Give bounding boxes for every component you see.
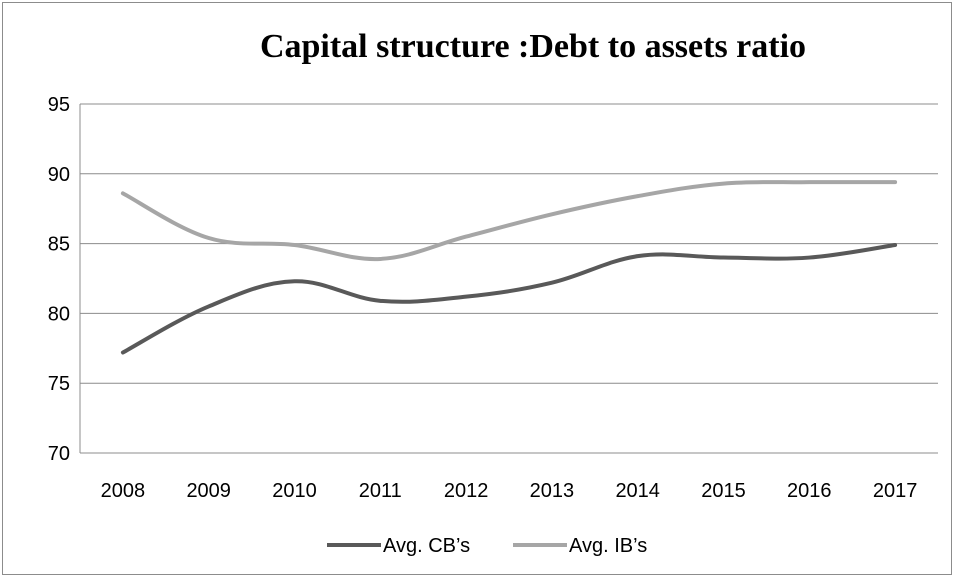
y-tick-label: 85 (48, 234, 70, 256)
x-tick-label: 2013 (530, 480, 575, 502)
series-line-2 (120, 180, 898, 262)
y-tick-label: 70 (48, 443, 70, 465)
series-line-1 (120, 242, 898, 355)
x-tick-label: 2017 (873, 480, 918, 502)
legend-label-1: Avg. CB’s (383, 535, 470, 557)
x-tick-label: 2010 (272, 480, 317, 502)
x-tick-label: 2016 (787, 480, 832, 502)
y-tick-labels: 70 75 80 85 90 95 (48, 94, 70, 465)
y-tick-label: 90 (48, 164, 70, 186)
x-tick-labels: 2008 2009 2010 2011 2012 2013 2014 2015 2016 2017 (101, 480, 918, 502)
x-tick-label: 2008 (101, 480, 146, 502)
x-tick-label: 2015 (701, 480, 746, 502)
y-tick-label: 80 (48, 303, 70, 325)
y-tick-label: 75 (48, 373, 70, 395)
series-lines (120, 180, 898, 355)
legend: Avg. CB’s Avg. IB’s (327, 535, 647, 557)
x-tick-label: 2014 (615, 480, 660, 502)
x-tick-label: 2011 (359, 480, 402, 502)
x-tick-label: 2012 (444, 480, 489, 502)
x-tick-label: 2009 (186, 480, 231, 502)
chart-title: Capital structure :Debt to assets ratio (259, 28, 807, 65)
legend-label-2: Avg. IB’s (569, 535, 647, 557)
y-tick-label: 95 (48, 94, 70, 116)
grid-lines (79, 103, 938, 454)
